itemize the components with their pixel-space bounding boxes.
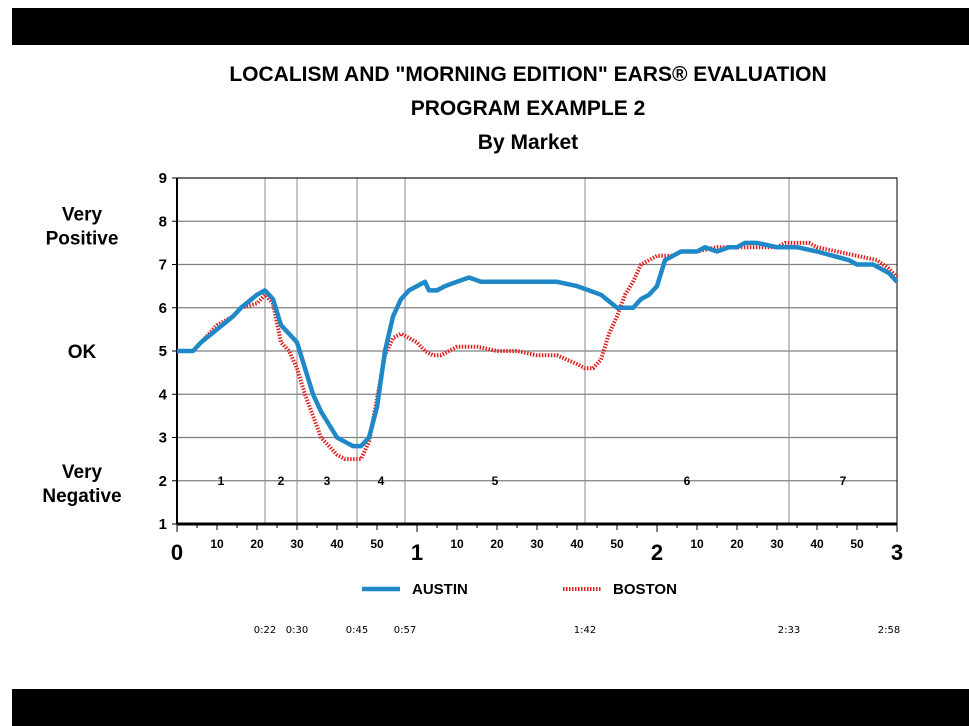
series-line-austin	[177, 240, 899, 449]
segment-label: 4	[378, 474, 385, 488]
timecode-label: 0:45	[346, 625, 368, 636]
timecode-label: 2:33	[778, 625, 800, 636]
segment-label: 5	[492, 474, 499, 488]
y-tick-label: 3	[159, 430, 167, 447]
y-tick-label: 4	[159, 386, 168, 403]
x-minor-tick-label: 30	[530, 537, 544, 551]
legend-label-boston: BOSTON	[613, 581, 677, 598]
series-lines	[177, 240, 899, 462]
chart-title-line-2: PROGRAM EXAMPLE 2	[410, 97, 646, 120]
x-major-tick-label: 0	[171, 540, 183, 565]
x-minor-tick-label: 10	[210, 537, 224, 551]
chart-title-line-1: LOCALISM AND "MORNING EDITION" EARS® EVA…	[229, 63, 827, 86]
x-minor-tick-label: 10	[450, 537, 464, 551]
y-tick-label: 7	[159, 257, 167, 274]
x-minor-tick-label: 20	[490, 537, 504, 551]
x-minor-tick-label: 20	[730, 537, 744, 551]
legend: AUSTIN BOSTON	[362, 581, 677, 598]
x-minor-tick-label: 10	[690, 537, 704, 551]
y-tick-label: 2	[159, 473, 167, 490]
timecode-labels: 0:22 0:30 0:45 0:57 1:42 2:33 2:58	[254, 625, 900, 636]
timecode-label: 0:30	[286, 625, 308, 636]
x-minor-tick-label: 40	[570, 537, 584, 551]
y-tick-label: 9	[159, 170, 167, 187]
x-minor-tick-label: 20	[250, 537, 264, 551]
series-line-boston	[177, 240, 899, 462]
y-category-label: Very	[62, 462, 103, 483]
x-tick-labels: 10 20 30 40 50 10 20 30 40 50 10 20 30 40 50 0 1 2 3	[171, 537, 903, 565]
chart-title-line-3: By Market	[477, 131, 579, 154]
y-tick-label: 1	[159, 516, 167, 533]
segment-label: 7	[840, 474, 847, 488]
segment-label: 2	[278, 474, 285, 488]
x-major-tick-label: 2	[651, 540, 663, 565]
y-category-labels: Very Positive OK Very Negative	[42, 205, 121, 507]
x-minor-tick-label: 50	[610, 537, 624, 551]
x-minor-tick-label: 50	[850, 537, 864, 551]
x-major-tick-label: 1	[411, 540, 423, 565]
y-tick-label: 8	[159, 213, 167, 230]
y-tick-label: 5	[159, 343, 167, 360]
legend-label-austin: AUSTIN	[412, 581, 468, 598]
x-minor-tick-label: 30	[290, 537, 304, 551]
y-category-label: Positive	[46, 229, 119, 250]
x-minor-tick-label: 40	[810, 537, 824, 551]
segment-label: 6	[684, 474, 691, 488]
top-black-bar	[12, 8, 969, 45]
bottom-black-bar	[12, 689, 969, 726]
x-minor-tick-label: 40	[330, 537, 344, 551]
segment-label: 3	[324, 474, 331, 488]
y-category-label: Very	[62, 205, 103, 226]
y-tick-label: 6	[159, 300, 167, 317]
y-tick-labels: 1 2 3 4 5 6 7 8 9	[159, 170, 168, 533]
timecode-label: 2:58	[878, 625, 900, 636]
timecode-label: 0:22	[254, 625, 276, 636]
y-category-label: OK	[68, 342, 97, 363]
x-minor-tick-label: 30	[770, 537, 784, 551]
x-major-tick-label: 3	[891, 540, 903, 565]
y-category-label: Negative	[42, 486, 121, 507]
segment-boundary-lines	[264, 178, 790, 524]
x-minor-tick-label: 50	[370, 537, 384, 551]
timecode-label: 0:57	[394, 625, 416, 636]
segment-label: 1	[218, 474, 225, 488]
timecode-label: 1:42	[574, 625, 596, 636]
segment-labels: 1 2 3 4 5 6 7	[218, 474, 847, 488]
